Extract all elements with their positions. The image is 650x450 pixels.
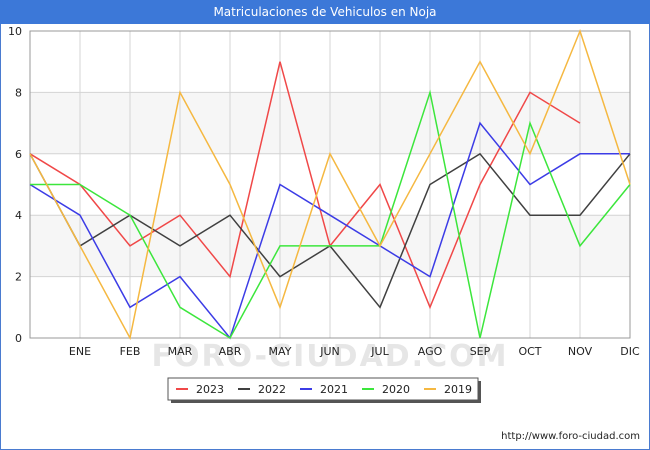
legend-label-2019: 2019 bbox=[444, 383, 472, 396]
x-tick-label: ENE bbox=[69, 345, 91, 358]
x-tick-label: JUN bbox=[319, 345, 340, 358]
legend: 2023 2022 2021 2020 2019 bbox=[167, 377, 481, 403]
y-tick-label: 4 bbox=[15, 209, 22, 222]
x-tick-label: NOV bbox=[568, 345, 593, 358]
x-tick-label: SEP bbox=[470, 345, 491, 358]
legend-label-2020: 2020 bbox=[382, 383, 410, 396]
y-tick-label: 10 bbox=[8, 25, 22, 38]
x-tick-label: OCT bbox=[518, 345, 541, 358]
x-tick-label: FEB bbox=[120, 345, 141, 358]
series-line-2023 bbox=[29, 61, 581, 310]
legend-box bbox=[167, 377, 479, 401]
plot-area: 0 2 4 6 8 10 ENE FEB MAR ABR MAY JUN JUL AGO SEP OCT NOV… bbox=[8, 25, 640, 358]
y-tick-label: 2 bbox=[15, 271, 22, 284]
y-tick-label: 6 bbox=[15, 148, 22, 161]
x-tick-label: ABR bbox=[219, 345, 242, 358]
series-line-2020 bbox=[30, 89, 631, 340]
x-tick-label: DIC bbox=[620, 345, 640, 358]
x-tick-label: JUL bbox=[370, 345, 389, 358]
x-tick-label: MAR bbox=[168, 345, 193, 358]
watermark-text: FORO-CIUDAD.COM bbox=[152, 339, 509, 374]
source-url[interactable]: http://www.foro-ciudad.com bbox=[501, 431, 640, 442]
y-tick-label: 0 bbox=[15, 332, 22, 345]
y-tick-label: 8 bbox=[15, 86, 22, 99]
series-line-2019 bbox=[29, 28, 631, 341]
chart-title: Matriculaciones de Vehiculos en Noja bbox=[0, 0, 650, 24]
legend-label-2022: 2022 bbox=[258, 383, 286, 396]
legend-label-2023: 2023 bbox=[196, 383, 224, 396]
legend-label-2021: 2021 bbox=[320, 383, 348, 396]
x-tick-label: AGO bbox=[418, 345, 443, 358]
x-tick-label: MAY bbox=[269, 345, 292, 358]
series-line-2021 bbox=[29, 121, 630, 340]
